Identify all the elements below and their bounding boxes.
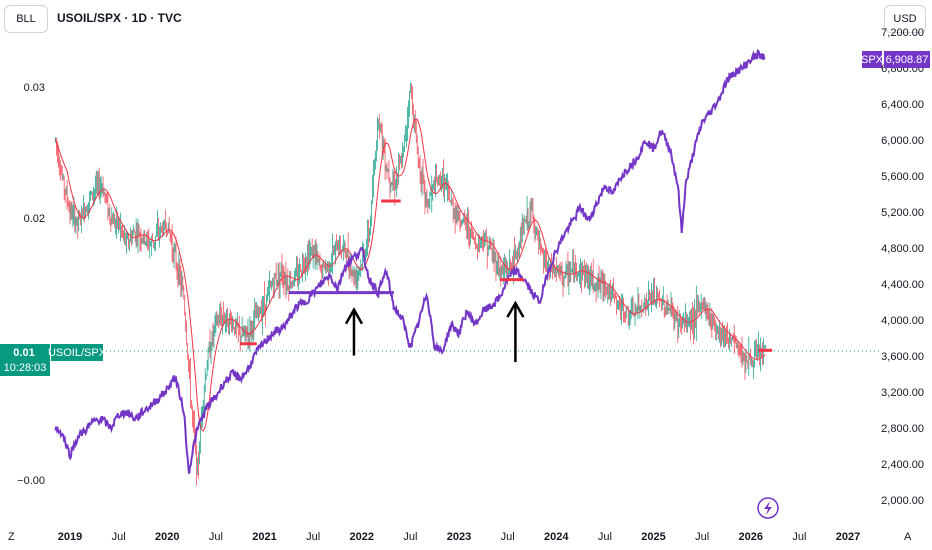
x-axis-tick: 2025 xyxy=(641,531,665,543)
x-axis-tick: Jul xyxy=(695,531,709,543)
right-axis-tick: 3,600.00 xyxy=(881,351,924,363)
spx-value: 6,908.87 xyxy=(886,54,929,66)
x-axis-tick: Jul xyxy=(209,531,223,543)
right-axis-tick: 2,400.00 xyxy=(881,459,924,471)
annotation-layer xyxy=(240,199,773,363)
fast-ma-line xyxy=(54,118,766,432)
x-axis-tick: 2024 xyxy=(544,531,569,543)
x-axis-tick: Jul xyxy=(306,531,320,543)
axes-layer: 0.030.02−0.007,200.006,800.006,400.006,0… xyxy=(17,27,924,543)
right-axis-tick: 3,200.00 xyxy=(881,387,924,399)
right-axis-tick: 6,000.00 xyxy=(881,135,924,147)
ratio-label-badge: USOIL/SPX xyxy=(48,344,107,361)
countdown: 10:28:03 xyxy=(4,362,47,374)
right-axis-tick: 6,400.00 xyxy=(881,99,924,111)
symbol-title[interactable]: USOIL/SPX · 1D · TVC xyxy=(57,11,182,25)
x-axis-tick: Jul xyxy=(403,531,417,543)
left-axis-tick: −0.00 xyxy=(17,475,45,487)
x-axis-tick: 2020 xyxy=(155,531,179,543)
moving-averages-layer xyxy=(54,118,766,432)
x-axis-tick: Jul xyxy=(598,531,612,543)
x-axis-tick: 2027 xyxy=(836,531,860,543)
currency-button[interactable]: USD xyxy=(884,5,926,33)
x-axis-tick: Jul xyxy=(792,531,806,543)
right-axis-tick: 4,000.00 xyxy=(881,315,924,327)
x-axis-tick: 2026 xyxy=(739,531,763,543)
bll-button[interactable]: BLL xyxy=(4,5,48,33)
candles-layer xyxy=(55,82,766,486)
x-axis-tick: 2019 xyxy=(58,531,82,543)
right-axis-tick: 4,800.00 xyxy=(881,243,924,255)
left-axis-tick: 0.02 xyxy=(24,213,45,225)
spx-label: SPX xyxy=(861,54,884,66)
spx-line xyxy=(54,49,766,474)
right-axis-tick: 5,600.00 xyxy=(881,171,924,183)
ratio-price-badge: 0.01 10:28:03 xyxy=(0,344,50,376)
right-axis-tick: 4,400.00 xyxy=(881,279,924,291)
up-arrow-head xyxy=(344,307,364,325)
right-axis-tick: 2,800.00 xyxy=(881,423,924,435)
timezone-icon[interactable]: Z xyxy=(8,531,15,543)
ratio-label: USOIL/SPX xyxy=(48,347,107,359)
x-axis-tick: 2022 xyxy=(350,531,374,543)
x-axis-tick: Jul xyxy=(112,531,126,543)
x-axis-tick: 2023 xyxy=(447,531,471,543)
left-axis-tick: 0.03 xyxy=(24,82,45,94)
right-axis-tick: 7,200.00 xyxy=(881,27,924,39)
ratio-value: 0.01 xyxy=(13,347,34,359)
spx-layer xyxy=(54,49,766,474)
right-axis-tick: 2,000.00 xyxy=(881,495,924,507)
lightning-icon[interactable] xyxy=(757,497,779,519)
auto-scale-icon[interactable]: A xyxy=(904,531,912,543)
up-arrow-head xyxy=(506,300,525,318)
x-axis-tick: Jul xyxy=(501,531,515,543)
spx-price-badge: SPX 6,908.87 xyxy=(861,51,930,68)
right-axis-tick: 5,200.00 xyxy=(881,207,924,219)
x-axis-tick: 2021 xyxy=(252,531,276,543)
